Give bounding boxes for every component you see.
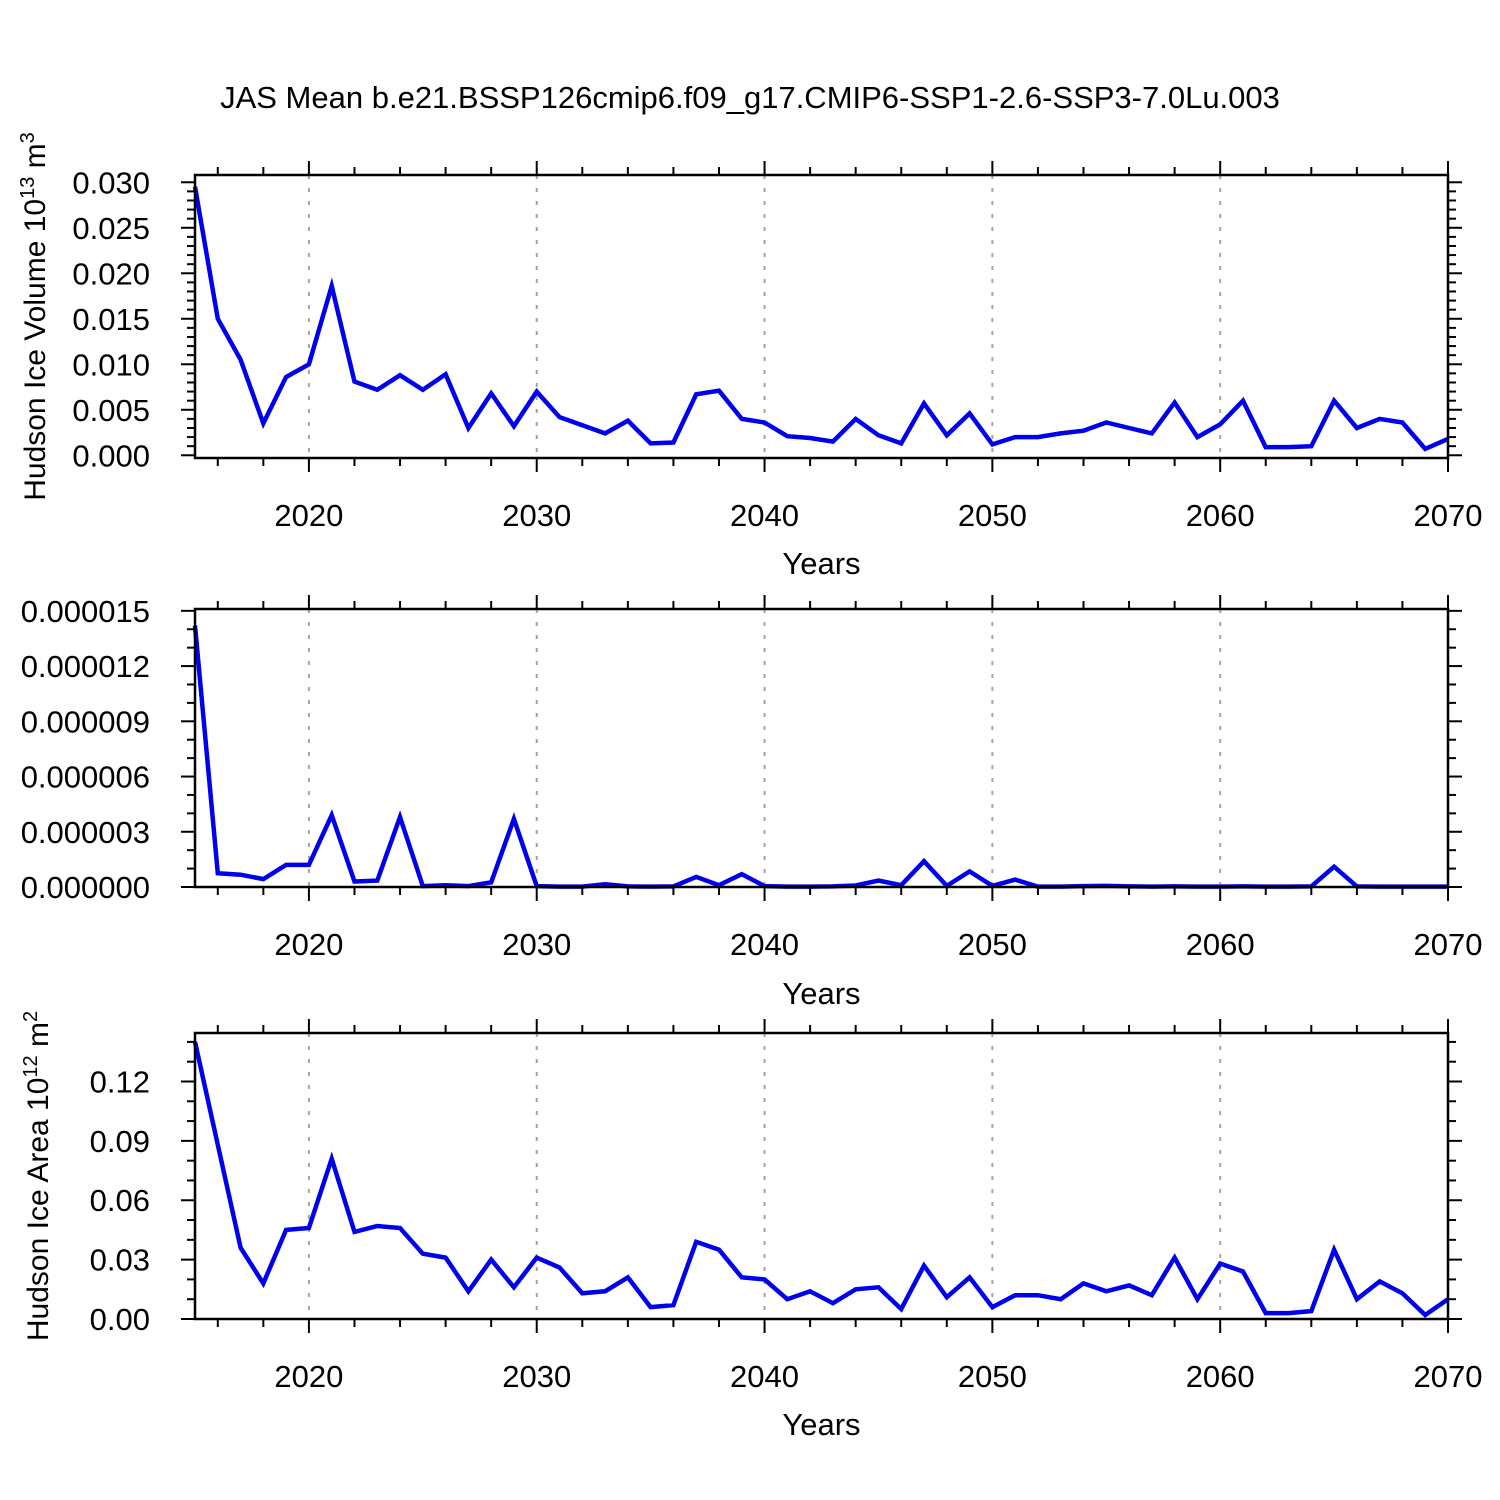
axis-title-superscript: 3 [17, 132, 39, 143]
y-axis-title: Hudson Ice Volume 1013 m3 [17, 132, 52, 501]
x-axis-title: Years [782, 546, 860, 581]
figure-title: JAS Mean b.e21.BSSP126cmip6.f09_g17.CMIP… [220, 80, 1280, 115]
x-tick-label: 2020 [274, 1359, 343, 1394]
x-tick-label: 2050 [958, 498, 1027, 533]
axis-title-text: Hudson Ice Volume 10 [19, 199, 52, 501]
axis-title-text: Hudson Ice Area 10 [22, 1078, 55, 1342]
x-tick-label: 2020 [274, 927, 343, 962]
axis-title-text: m [22, 1022, 55, 1055]
x-tick-label: 2050 [958, 1359, 1027, 1394]
y-tick-label: 0.06 [90, 1183, 150, 1218]
y-axis-title: Hudson Ice Area 1012 m2 [20, 1011, 55, 1341]
y-tick-label: 0.12 [90, 1064, 150, 1099]
x-tick-label: 2030 [502, 1359, 571, 1394]
axis-title-superscript: 13 [17, 177, 39, 199]
y-tick-label: 0.000 [72, 438, 150, 473]
x-tick-label: 2060 [1186, 1359, 1255, 1394]
x-tick-label: 2040 [730, 927, 799, 962]
x-axis-title: Years [782, 976, 860, 1011]
y-tick-label: 0.000015 [21, 594, 150, 629]
data-line [192, 1041, 1450, 1318]
plot-frame [193, 173, 1450, 460]
plot-frame [193, 1031, 1450, 1321]
panel-ice-volume-secondary: 2020 2030 2040 2050 2060 2070 0.000000 0.000003… [21, 594, 1483, 1011]
x-tick-label: 2070 [1414, 1359, 1483, 1394]
x-tick-label: 2060 [1186, 498, 1255, 533]
y-tick-label: 0.000012 [21, 649, 150, 684]
y-tick-label: 0.00 [90, 1302, 150, 1337]
axis-title-superscript: 12 [20, 1055, 42, 1077]
x-tick-label: 2040 [730, 498, 799, 533]
y-tick-label: 0.015 [72, 302, 150, 337]
y-tick-label: 0.030 [72, 165, 150, 200]
y-tick-label: 0.000000 [21, 870, 150, 905]
data-line [192, 186, 1449, 452]
x-tick-label: 2020 [274, 498, 343, 533]
y-tick-label: 0.025 [72, 211, 150, 246]
x-tick-label: 2030 [502, 498, 571, 533]
y-tick-label: 0.020 [72, 256, 150, 291]
y-tick-label: 0.000006 [21, 760, 150, 795]
x-tick-label: 2060 [1186, 927, 1255, 962]
x-tick-label: 2070 [1414, 498, 1483, 533]
y-tick-label: 0.09 [90, 1124, 150, 1159]
data-line [192, 625, 1448, 889]
axis-title-superscript: 2 [20, 1011, 42, 1022]
x-tick-label: 2070 [1414, 927, 1483, 962]
y-tick-label: 0.010 [72, 347, 150, 382]
axis-title-text: m [19, 143, 52, 176]
y-tick-label: 0.005 [72, 393, 150, 428]
y-tick-label: 0.03 [90, 1243, 150, 1278]
x-tick-label: 2050 [958, 927, 1027, 962]
y-tick-label: 0.000009 [21, 704, 150, 739]
x-tick-label: 2040 [730, 1359, 799, 1394]
y-tick-label: 0.000003 [21, 815, 150, 850]
panel-ice-area: 2020 2030 2040 2050 2060 2070 0.00 0.03 0.06 0.09… [20, 1011, 1482, 1442]
plot-frame [193, 607, 1450, 889]
x-axis-title: Years [782, 1407, 860, 1442]
x-tick-label: 2030 [502, 927, 571, 962]
panel-ice-volume: 2020 2030 2040 2050 2060 2070 0.000 0.005 0.010 0… [17, 132, 1482, 581]
